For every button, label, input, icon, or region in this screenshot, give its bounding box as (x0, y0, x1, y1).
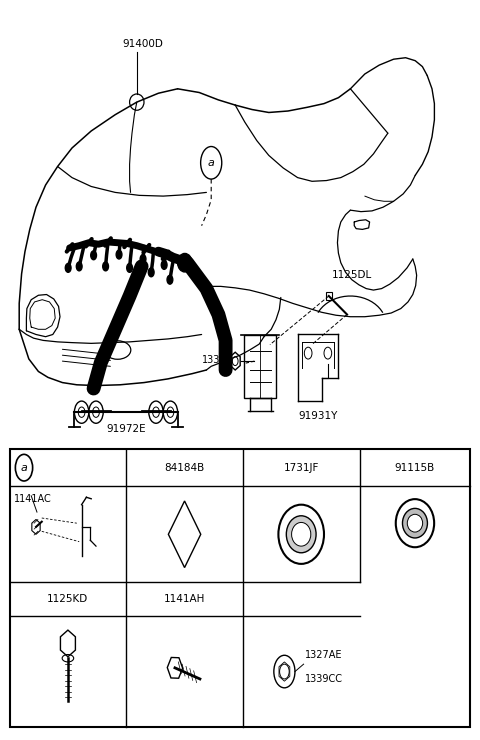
Ellipse shape (407, 514, 423, 532)
Circle shape (91, 251, 96, 260)
Text: 1731JF: 1731JF (284, 462, 319, 473)
Text: 1339CC: 1339CC (304, 674, 343, 684)
Ellipse shape (291, 522, 311, 546)
Text: 1141AC: 1141AC (14, 494, 52, 504)
Circle shape (127, 263, 132, 272)
Bar (244, 335, 276, 398)
Bar (10, 449, 470, 727)
Bar (326, 292, 332, 300)
Ellipse shape (178, 253, 192, 272)
Text: a: a (21, 462, 27, 473)
Text: 1141AH: 1141AH (164, 594, 205, 605)
Text: 91400D: 91400D (122, 39, 163, 50)
Circle shape (161, 260, 167, 269)
Circle shape (103, 262, 108, 271)
Text: 91115B: 91115B (395, 462, 435, 473)
Text: 13396: 13396 (202, 355, 233, 366)
Text: 1125DL: 1125DL (332, 270, 372, 280)
Circle shape (140, 255, 146, 263)
Circle shape (116, 250, 122, 259)
Circle shape (65, 263, 71, 272)
Circle shape (148, 268, 154, 277)
Circle shape (76, 262, 82, 271)
Text: 84184B: 84184B (165, 462, 204, 473)
Text: 91931Y: 91931Y (299, 411, 338, 421)
Text: 1125KD: 1125KD (48, 594, 88, 605)
Ellipse shape (286, 516, 316, 553)
Text: a: a (208, 158, 215, 168)
Text: 1327AE: 1327AE (304, 650, 342, 660)
Text: 91972E: 91972E (106, 424, 145, 434)
Ellipse shape (402, 508, 428, 538)
Circle shape (167, 275, 173, 284)
